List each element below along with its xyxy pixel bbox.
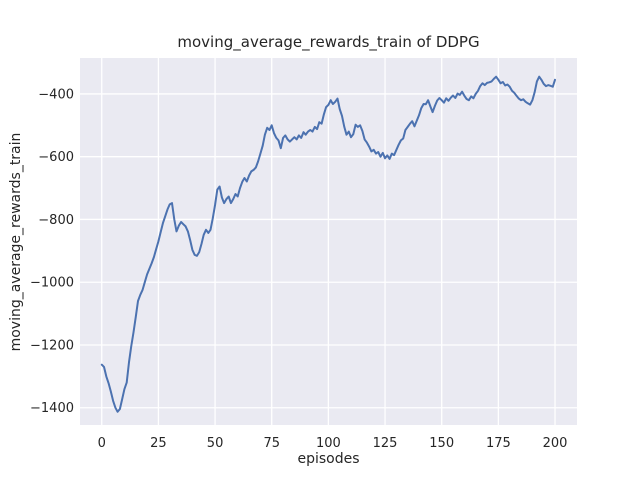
x-tick-label: 150 (429, 436, 454, 451)
series-line (100, 75, 556, 413)
y-tick-label: −600 (38, 150, 74, 165)
x-axis-label: episodes (297, 451, 360, 467)
x-tick-label: 175 (486, 436, 511, 451)
x-tick-label: 75 (263, 436, 280, 451)
chart-title: moving_average_rewards_train of DDPG (177, 33, 480, 51)
y-tick-label: −800 (38, 213, 74, 228)
y-tick-label: −400 (38, 87, 74, 102)
y-tick-label: −1000 (30, 276, 74, 291)
y-tick-label: −1400 (30, 401, 74, 416)
x-tick-label: 200 (543, 436, 568, 451)
x-tick-label: 25 (150, 436, 167, 451)
x-tick-label: 50 (207, 436, 224, 451)
x-tick-label: 0 (98, 436, 106, 451)
y-tick-label: −1200 (30, 338, 74, 353)
x-tick-label: 100 (316, 436, 341, 451)
y-axis-label: moving_average_rewards_train (8, 132, 24, 352)
x-tick-label: 125 (373, 436, 398, 451)
